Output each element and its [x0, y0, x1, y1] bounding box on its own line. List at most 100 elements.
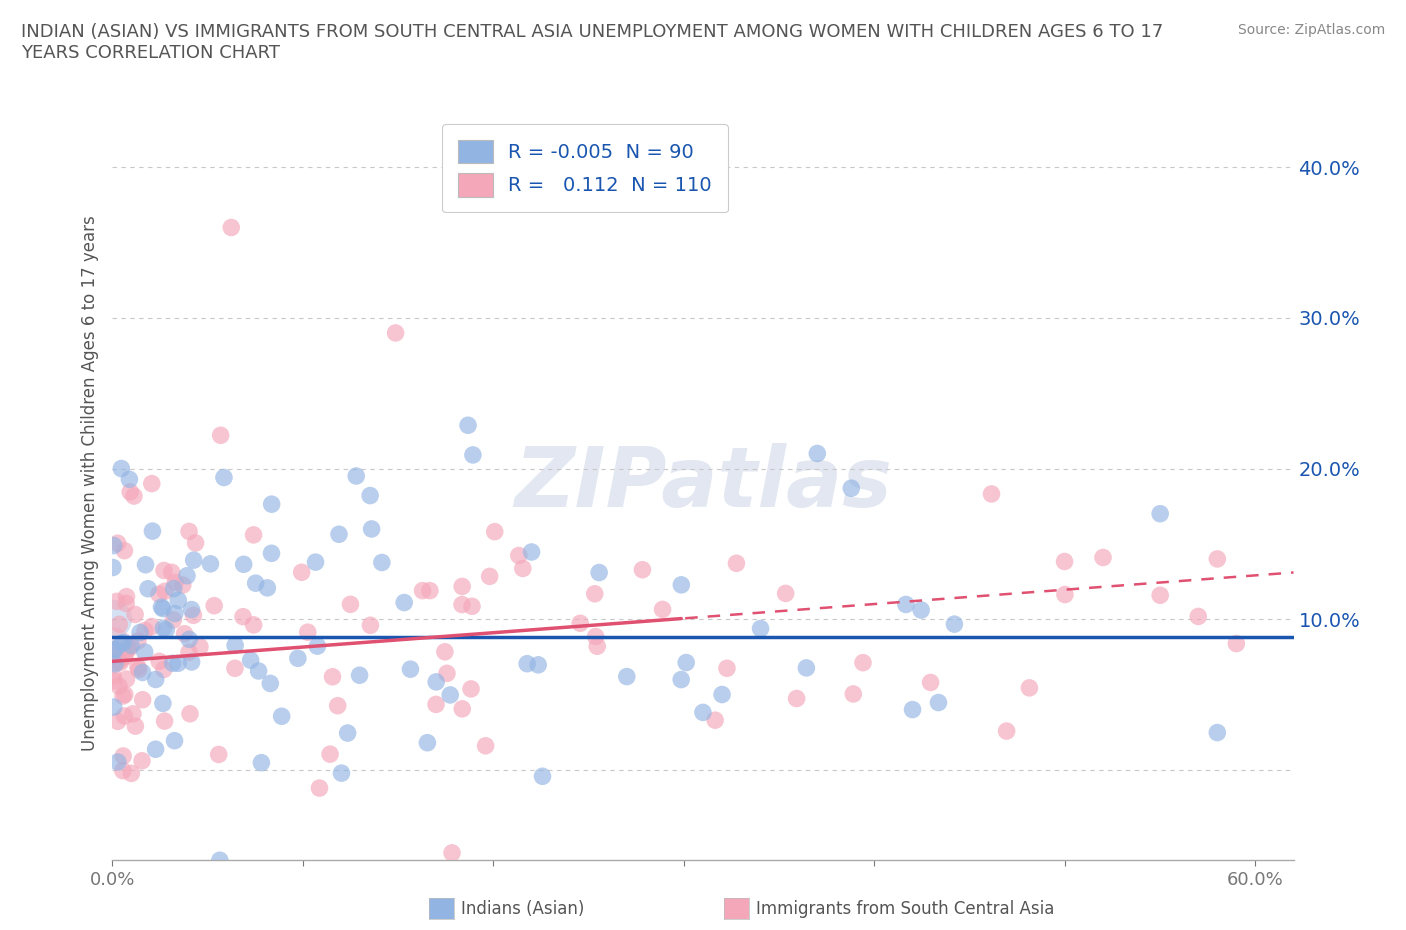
Point — [103, 644, 125, 659]
Point — [152, 696, 174, 711]
Point — [1206, 725, 1229, 740]
Point — [172, 578, 194, 592]
Point — [103, 673, 125, 688]
Point — [671, 578, 693, 592]
Point — [127, 659, 149, 674]
Point — [1053, 554, 1076, 569]
Point — [108, 679, 131, 694]
Point — [1053, 587, 1076, 602]
Legend: R = -0.005  N = 90, R =   0.112  N = 110: R = -0.005 N = 90, R = 0.112 N = 110 — [443, 125, 727, 212]
Point — [153, 662, 176, 677]
Point — [200, 556, 222, 571]
Point — [124, 607, 146, 622]
Point — [127, 633, 149, 648]
Point — [1225, 636, 1247, 651]
Point — [852, 656, 875, 671]
Text: INDIAN (ASIAN) VS IMMIGRANTS FROM SOUTH CENTRAL ASIA UNEMPLOYMENT AMONG WOMEN WI: INDIAN (ASIAN) VS IMMIGRANTS FROM SOUTH … — [21, 23, 1163, 62]
Point — [239, 653, 262, 668]
Point — [183, 552, 205, 567]
Point — [360, 522, 382, 537]
Point — [995, 724, 1018, 738]
Point — [616, 670, 638, 684]
Point — [1149, 588, 1171, 603]
Text: Immigrants from South Central Asia: Immigrants from South Central Asia — [756, 899, 1054, 918]
Point — [101, 612, 124, 627]
Point — [111, 764, 134, 778]
Point — [651, 602, 673, 617]
Point — [155, 622, 177, 637]
Point — [104, 657, 127, 671]
Point — [439, 687, 461, 702]
Point — [527, 658, 550, 672]
Point — [569, 616, 592, 631]
Point — [786, 691, 808, 706]
Point — [165, 575, 187, 590]
Point — [224, 661, 246, 676]
Point — [460, 682, 482, 697]
Point — [219, 220, 242, 235]
Point — [927, 695, 949, 710]
Point — [117, 642, 139, 657]
Point — [180, 602, 202, 617]
Point — [153, 563, 176, 578]
Point — [118, 472, 141, 486]
Point — [461, 447, 484, 462]
Point — [330, 765, 353, 780]
Point — [297, 625, 319, 640]
Point — [115, 596, 138, 611]
Point — [839, 481, 862, 496]
Point — [451, 579, 474, 594]
Point — [162, 613, 184, 628]
Point — [101, 560, 124, 575]
Point — [326, 698, 349, 713]
Point — [115, 590, 138, 604]
Point — [188, 640, 211, 655]
Point — [131, 665, 153, 680]
Point — [150, 600, 173, 615]
Point — [103, 699, 125, 714]
Point — [392, 595, 415, 610]
Point — [588, 565, 610, 580]
Point — [111, 688, 134, 703]
Point — [344, 469, 367, 484]
Point — [457, 418, 479, 432]
Point — [291, 565, 314, 579]
Point — [484, 525, 506, 539]
Point — [416, 736, 439, 751]
Point — [134, 644, 156, 659]
Point — [179, 706, 201, 721]
Point — [179, 631, 201, 646]
Point — [1206, 551, 1229, 566]
Point — [980, 486, 1002, 501]
Point — [141, 476, 163, 491]
Point — [153, 584, 176, 599]
Point — [114, 687, 136, 702]
Point — [725, 556, 748, 571]
Point — [631, 563, 654, 578]
Point — [115, 671, 138, 686]
Point — [167, 593, 190, 608]
Point — [474, 738, 496, 753]
Point — [399, 662, 422, 677]
Point — [425, 697, 447, 711]
Point — [163, 581, 186, 596]
Point — [512, 561, 534, 576]
Point — [101, 668, 124, 683]
Point — [148, 587, 170, 602]
Point — [478, 569, 501, 584]
Point — [163, 606, 186, 621]
Point — [176, 568, 198, 583]
Point — [183, 608, 205, 623]
Point — [419, 583, 441, 598]
Point — [842, 686, 865, 701]
Point — [232, 557, 254, 572]
Point — [692, 705, 714, 720]
Point — [134, 623, 156, 638]
Point — [259, 676, 281, 691]
Point — [152, 601, 174, 616]
Point — [173, 626, 195, 641]
Point — [122, 707, 145, 722]
Point — [212, 470, 235, 485]
Point — [321, 670, 343, 684]
Point — [224, 638, 246, 653]
